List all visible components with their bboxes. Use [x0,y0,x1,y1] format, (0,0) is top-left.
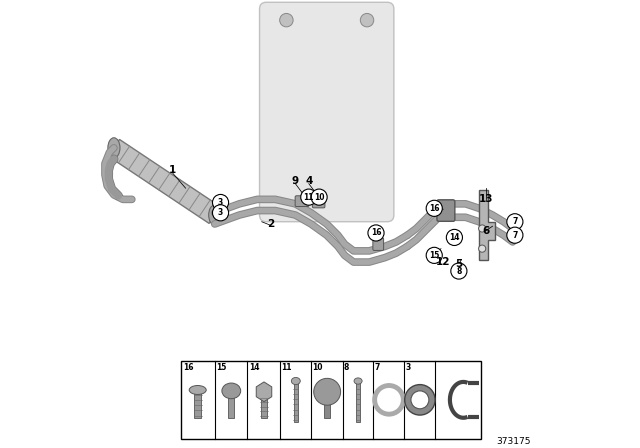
Text: 11: 11 [303,193,314,202]
Text: 373175: 373175 [496,437,531,446]
Text: 7: 7 [512,231,518,240]
Text: 8: 8 [343,363,349,372]
Bar [194,390,201,418]
Circle shape [479,225,486,232]
Text: 2: 2 [267,219,275,229]
Bar [261,391,267,418]
Text: 3: 3 [405,363,410,372]
Text: 16: 16 [429,204,440,213]
Text: 3: 3 [218,208,223,217]
FancyBboxPatch shape [295,196,309,207]
Circle shape [404,384,435,415]
Circle shape [301,189,317,205]
Circle shape [368,225,384,241]
Ellipse shape [209,205,221,225]
Text: 7: 7 [374,363,380,372]
Text: 10: 10 [312,363,323,372]
Circle shape [426,247,442,263]
Text: 15: 15 [216,363,227,372]
Text: 11: 11 [281,363,292,372]
Text: 14: 14 [449,233,460,242]
Text: 9: 9 [292,177,299,186]
Circle shape [360,13,374,27]
Circle shape [212,194,228,211]
Text: 6: 6 [482,226,490,236]
Bar [294,380,298,422]
Bar [181,361,481,439]
Circle shape [311,189,327,205]
Circle shape [507,227,523,243]
Ellipse shape [354,378,362,384]
Text: 16: 16 [371,228,381,237]
Circle shape [280,13,293,27]
Circle shape [411,391,429,409]
Circle shape [374,385,403,414]
Circle shape [314,378,340,405]
Text: 13: 13 [479,194,493,204]
Text: 16: 16 [183,363,193,372]
Text: 3: 3 [218,198,223,207]
Text: 7: 7 [512,217,518,226]
Bar [324,392,330,418]
Text: 8: 8 [456,267,461,276]
Circle shape [507,214,523,230]
Polygon shape [108,139,220,224]
Circle shape [479,245,486,252]
Text: 5: 5 [455,259,463,269]
FancyBboxPatch shape [373,238,383,250]
Circle shape [426,200,442,216]
Ellipse shape [291,377,300,384]
Text: 15: 15 [429,251,440,260]
Polygon shape [256,382,272,401]
Text: 10: 10 [314,193,324,202]
Polygon shape [479,190,495,260]
Circle shape [451,263,467,279]
Circle shape [212,205,228,221]
FancyBboxPatch shape [312,197,325,208]
Ellipse shape [222,383,241,399]
Text: 14: 14 [249,363,260,372]
Bar [228,391,234,418]
FancyBboxPatch shape [437,200,455,221]
Text: 12: 12 [436,257,451,267]
Ellipse shape [108,138,120,158]
Circle shape [446,229,463,246]
Bar [356,380,360,422]
Text: 1: 1 [168,165,176,175]
Ellipse shape [189,385,206,394]
Text: 4: 4 [305,177,312,186]
FancyBboxPatch shape [260,2,394,222]
